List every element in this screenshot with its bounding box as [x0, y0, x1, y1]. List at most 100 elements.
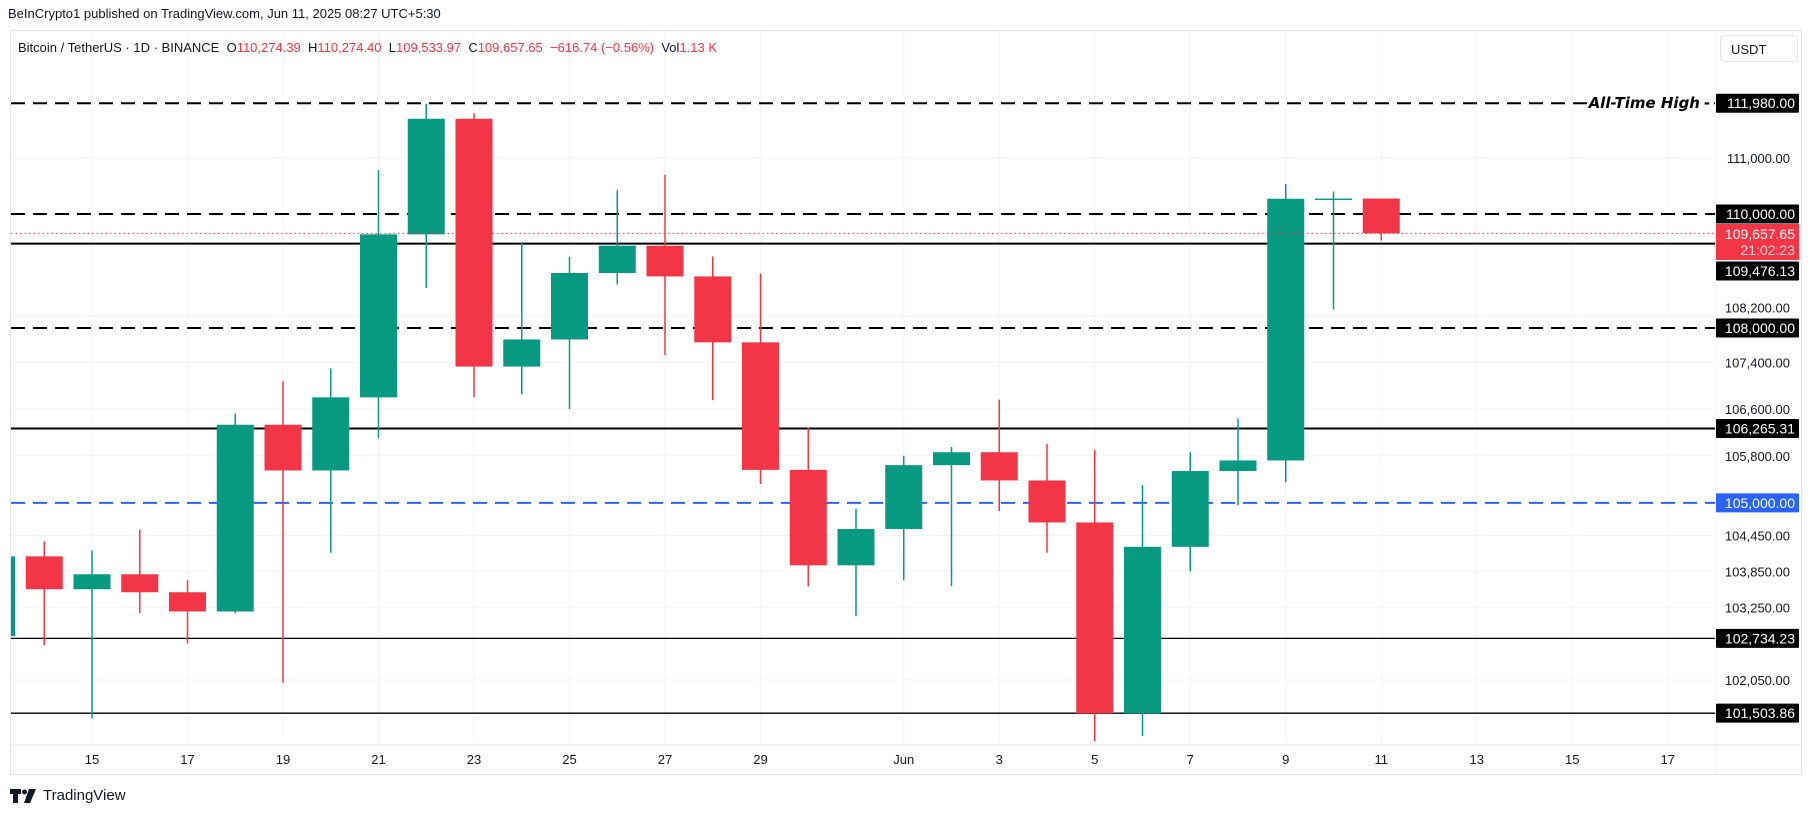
candle-body — [121, 574, 159, 593]
candle[interactable] — [312, 368, 350, 553]
last-price-label: 109,657.65 — [1725, 226, 1795, 242]
low-value: 109,533.97 — [396, 40, 462, 55]
y-tick-label: 103,250.00 — [1725, 600, 1790, 615]
candle-body — [1076, 522, 1114, 714]
candle-body — [742, 342, 779, 470]
price-axis-level-tag — [1716, 261, 1799, 281]
candle-body — [1124, 546, 1161, 714]
x-tick-label: 21 — [371, 752, 385, 767]
y-tick-label: 108,200.00 — [1725, 300, 1790, 315]
candle-body — [11, 556, 15, 637]
candle[interactable] — [25, 541, 63, 646]
candle[interactable] — [837, 508, 875, 617]
annotation-dash: - — [1704, 94, 1710, 112]
candle[interactable] — [1028, 444, 1066, 553]
currency-button[interactable]: USDT — [1720, 35, 1798, 62]
candle[interactable] — [598, 190, 636, 285]
candle[interactable] — [1315, 191, 1352, 310]
candle[interactable] — [1267, 184, 1305, 483]
x-tick-label: 7 — [1187, 752, 1194, 767]
close-value: 109,657.65 — [477, 40, 543, 55]
x-tick-label: 19 — [276, 752, 290, 767]
high-label: H — [308, 40, 318, 55]
candle[interactable] — [694, 256, 732, 401]
ohlc-legend: Bitcoin / TetherUS · 1D · BINANCE O110,2… — [18, 40, 717, 55]
candle-body — [312, 397, 350, 471]
x-tick-label: Jun — [893, 752, 914, 767]
candle-body — [933, 452, 970, 466]
volume-value: 1.13 K — [679, 40, 717, 55]
x-tick-label: 3 — [996, 752, 1003, 767]
candle[interactable] — [0, 538, 15, 640]
candle-body — [646, 245, 684, 277]
price-axis-level-tag — [1716, 318, 1799, 338]
annotation-bg — [1596, 93, 1714, 114]
x-tick-label: 15 — [1565, 752, 1579, 767]
candle[interactable] — [933, 446, 970, 587]
candle-body — [73, 574, 111, 590]
candle[interactable] — [360, 170, 397, 439]
candle[interactable] — [646, 174, 684, 356]
y-tick-label: 105,800.00 — [1725, 449, 1790, 464]
countdown-label: 21:02:23 — [1741, 242, 1796, 258]
candle[interactable] — [551, 257, 588, 409]
x-tick-label: 25 — [562, 752, 576, 767]
price-axis-level-tag — [1716, 493, 1799, 513]
candle[interactable] — [1171, 452, 1209, 572]
x-tick-label: 5 — [1091, 752, 1098, 767]
candle-body — [1362, 198, 1400, 234]
price-axis-level-tag — [1716, 204, 1799, 224]
open-label: O — [226, 40, 237, 55]
candle[interactable] — [216, 413, 254, 614]
tradingview-logo[interactable]: TradingView — [10, 787, 126, 804]
candle-body — [455, 118, 493, 367]
candle-body — [837, 528, 875, 566]
candle[interactable] — [503, 242, 541, 395]
price-axis-level-label: 101,503.86 — [1725, 705, 1795, 721]
candle[interactable] — [1219, 418, 1257, 506]
y-tick-label: 111,000.00 — [1727, 151, 1790, 166]
candle[interactable] — [121, 529, 159, 614]
candle[interactable] — [1362, 198, 1400, 241]
x-tick-label: 11 — [1375, 752, 1389, 767]
candle[interactable] — [789, 427, 827, 587]
candle-body — [216, 424, 254, 612]
candle[interactable] — [407, 103, 445, 288]
price-axis-level-label: 111,980.00 — [1727, 95, 1795, 111]
symbol-title[interactable]: Bitcoin / TetherUS · 1D · BINANCE — [18, 40, 220, 55]
change-value: −616.74 (−0.56%) — [550, 40, 655, 55]
candle[interactable] — [455, 113, 493, 398]
x-tick-label: 17 — [1661, 752, 1675, 767]
chart-frame — [10, 30, 1802, 775]
candle-body — [360, 234, 397, 398]
candle-body — [1171, 471, 1209, 547]
price-axis-level-label: 108,000.00 — [1725, 320, 1795, 336]
candle[interactable] — [742, 273, 779, 484]
candle-body — [1315, 198, 1352, 201]
candle-body — [407, 118, 445, 235]
candle[interactable] — [73, 550, 111, 719]
x-tick-label: 9 — [1282, 752, 1289, 767]
candle-body — [25, 556, 63, 590]
x-tick-label: 29 — [753, 752, 767, 767]
candle-body — [598, 245, 636, 273]
candle[interactable] — [980, 399, 1018, 512]
low-label: L — [388, 40, 396, 55]
y-tick-label: 107,400.00 — [1725, 356, 1790, 371]
price-axis-level-label: 110,000.00 — [1726, 206, 1795, 222]
x-tick-label: 27 — [658, 752, 672, 767]
candle[interactable] — [1124, 485, 1161, 737]
plot-area — [0, 31, 1715, 743]
high-value: 110,274.40 — [317, 40, 382, 55]
candle-body — [551, 272, 588, 340]
candle[interactable] — [1076, 449, 1114, 742]
candle[interactable] — [169, 580, 206, 644]
open-value: 110,274.39 — [236, 40, 301, 55]
candle[interactable] — [264, 381, 302, 683]
candle-body — [169, 592, 206, 612]
candle-body — [1219, 460, 1257, 472]
candle[interactable] — [885, 455, 923, 581]
volume-label: Vol — [661, 40, 680, 55]
y-tick-label: 106,600.00 — [1725, 402, 1790, 417]
